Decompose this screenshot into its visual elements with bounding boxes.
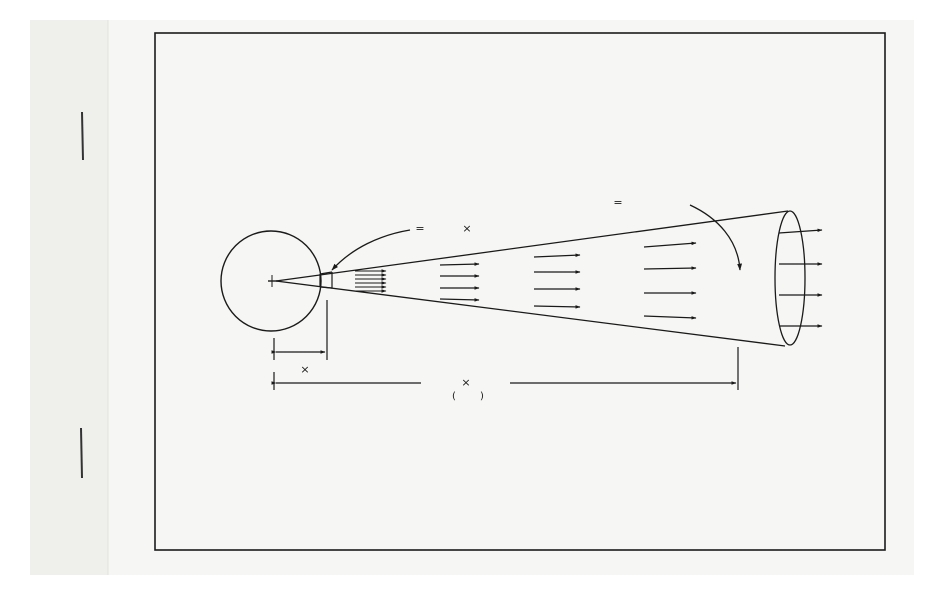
binding-strip <box>30 20 108 575</box>
pointer-arrow-near <box>331 229 411 271</box>
cone-edge-bottom <box>275 280 786 347</box>
label-times-near: × <box>462 222 471 235</box>
flux-arrows-outgoing <box>778 228 823 328</box>
diagram-frame <box>154 32 886 551</box>
paper-card <box>30 20 914 575</box>
label-paren-close: ) <box>480 391 484 402</box>
label-short-span-times: × <box>300 363 309 376</box>
flux-arrows-dense <box>355 269 387 293</box>
source-sphere <box>220 230 322 332</box>
pointer-arrow-far <box>689 204 743 271</box>
staple-top <box>81 111 84 161</box>
label-equals-near: = <box>415 222 424 235</box>
dimension-short <box>271 300 328 360</box>
label-long-span-times: × <box>461 376 470 389</box>
flux-arrows-column-3 <box>533 253 581 309</box>
dimension-long <box>271 347 739 390</box>
flux-arrows-column-2 <box>439 262 480 302</box>
staple-bottom <box>80 427 83 479</box>
label-paren-open: ( <box>452 391 456 402</box>
surface-patch <box>319 271 333 289</box>
cone-end-surface <box>774 210 806 346</box>
label-equals-far: = <box>613 196 622 209</box>
flux-arrows-column-4 <box>643 241 697 320</box>
cone-edge-top <box>275 210 789 282</box>
